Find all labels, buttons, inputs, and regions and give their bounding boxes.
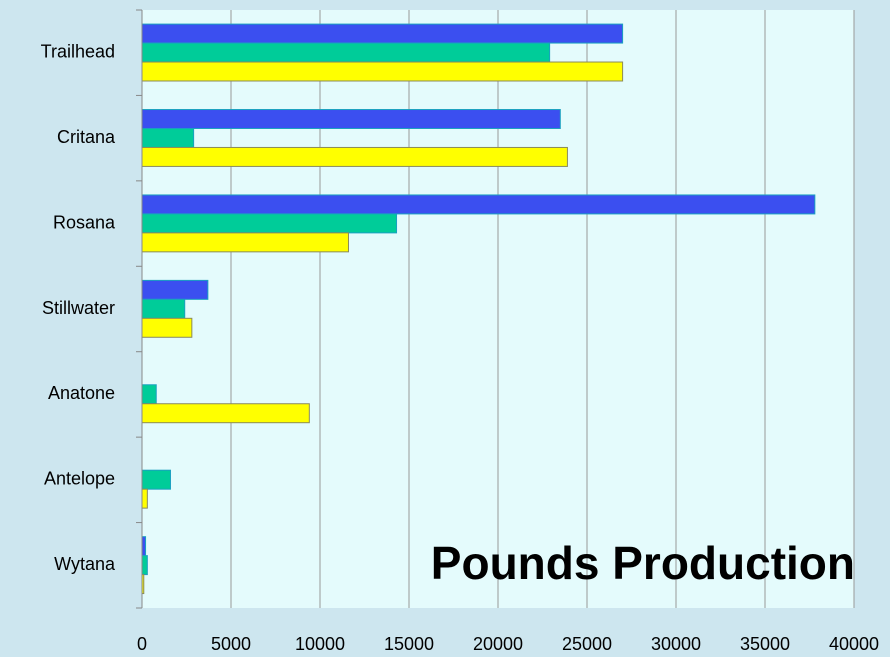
y-tick-label: Critana bbox=[57, 127, 116, 147]
x-tick-label: 30000 bbox=[651, 634, 701, 654]
x-tick-label: 0 bbox=[137, 634, 147, 654]
y-tick-label: Anatone bbox=[48, 383, 115, 403]
bar bbox=[141, 232, 349, 253]
y-tick-label: Rosana bbox=[53, 212, 116, 232]
bar bbox=[141, 555, 148, 576]
bar bbox=[141, 213, 398, 234]
bar bbox=[141, 194, 816, 215]
bar bbox=[141, 42, 551, 63]
x-tick-label: 15000 bbox=[384, 634, 434, 654]
y-tick-label: Stillwater bbox=[42, 298, 115, 318]
bar bbox=[141, 279, 209, 300]
x-tick-label: 35000 bbox=[740, 634, 790, 654]
bar bbox=[141, 488, 148, 509]
x-tick-label: 25000 bbox=[562, 634, 612, 654]
bar bbox=[141, 469, 171, 490]
x-tick-label: 20000 bbox=[473, 634, 523, 654]
bar bbox=[141, 298, 186, 319]
bar bbox=[141, 109, 561, 129]
x-tick-label: 40000 bbox=[829, 634, 879, 654]
y-tick-label: Antelope bbox=[44, 469, 115, 489]
bar bbox=[141, 403, 310, 424]
bar bbox=[141, 146, 568, 167]
x-tick-label: 10000 bbox=[295, 634, 345, 654]
bar bbox=[141, 61, 624, 82]
bar bbox=[141, 23, 624, 44]
bar bbox=[141, 536, 147, 557]
y-tick-label: Wytana bbox=[54, 554, 116, 574]
y-tick-label: Trailhead bbox=[41, 41, 115, 61]
bar bbox=[141, 127, 195, 148]
bar bbox=[141, 317, 193, 338]
bar bbox=[141, 384, 157, 405]
chart-title: Pounds Production bbox=[431, 537, 855, 589]
x-tick-label: 5000 bbox=[211, 634, 251, 654]
